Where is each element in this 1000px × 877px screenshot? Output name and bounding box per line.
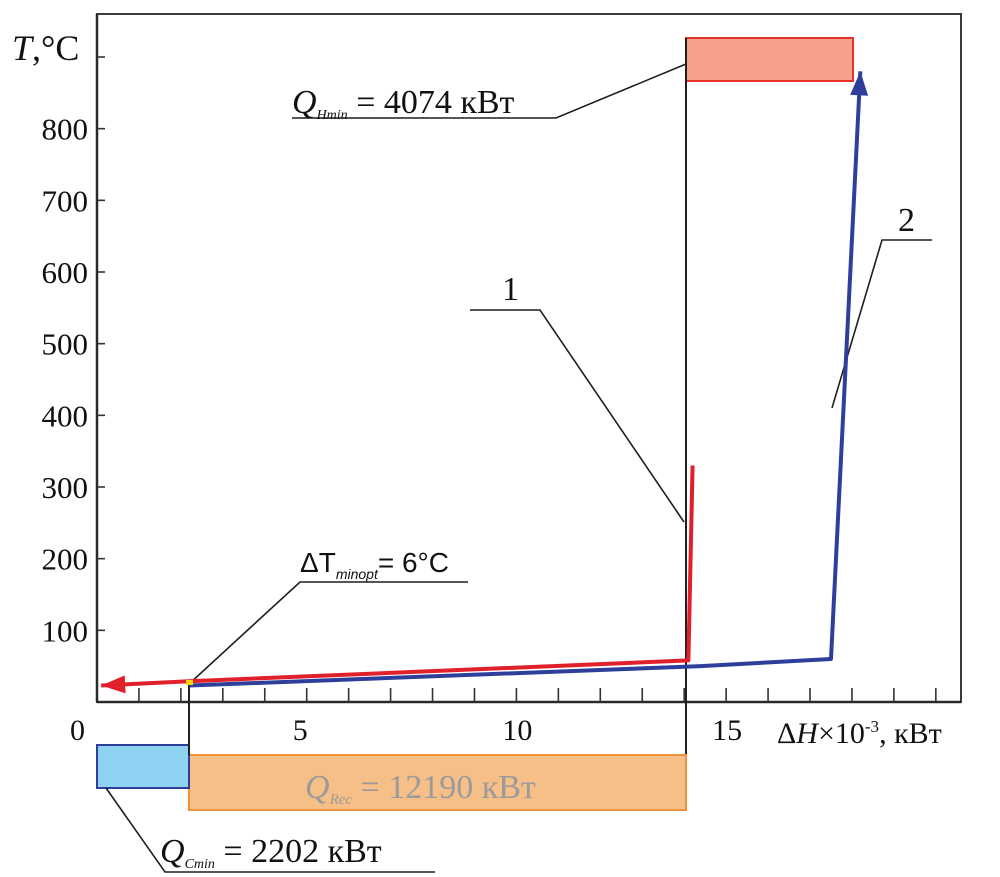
curve-1-label: 1 bbox=[502, 271, 519, 308]
curve-1-line bbox=[101, 465, 695, 688]
x-axis-title: ΔH×10-3, кВт bbox=[777, 717, 942, 750]
q-cmin-label: QCmin = 2202 кВт bbox=[160, 833, 382, 872]
y-tick-label: 700 bbox=[42, 183, 89, 218]
q-hmin-leader bbox=[292, 63, 687, 119]
x-axis-unit: , кВт bbox=[879, 717, 942, 750]
tick-marks bbox=[97, 56, 937, 702]
curve-2-line bbox=[189, 71, 863, 688]
curve-2-leader bbox=[831, 239, 932, 409]
q-hmin-box bbox=[685, 37, 854, 82]
q-cmin-leader bbox=[105, 787, 435, 873]
y-tick-label: 100 bbox=[42, 613, 89, 648]
curve-2-label: 2 bbox=[898, 202, 915, 239]
x-axis-times: ×10 bbox=[818, 717, 865, 750]
curve-2-arrowhead bbox=[850, 71, 869, 96]
x-tick-label: 10 bbox=[502, 714, 532, 747]
q-rec-label: QRec = 12190 кВт bbox=[305, 769, 536, 808]
x-tick-label: 5 bbox=[293, 714, 308, 747]
y-axis-title: T,°C bbox=[12, 28, 79, 68]
dt-min-label: ΔTminopt= 6°C bbox=[300, 547, 449, 582]
y-tick-label: 400 bbox=[42, 398, 89, 433]
y-tick-label: 800 bbox=[42, 112, 89, 147]
y-axis-unit: ,°C bbox=[32, 28, 79, 68]
dt-leader bbox=[188, 581, 468, 685]
x-axis-exp: -3 bbox=[865, 717, 879, 736]
dt-min-marker bbox=[186, 680, 193, 685]
x-tick-label: 0 bbox=[70, 714, 85, 747]
curves bbox=[101, 71, 869, 694]
y-tick-label: 300 bbox=[42, 470, 89, 505]
q-cmin-box bbox=[96, 744, 190, 789]
x-tick-label: 15 bbox=[712, 714, 742, 747]
curve-1-arrowhead bbox=[101, 675, 126, 694]
tick-labels: 0 5 10 15 100 200 300 400 500 600 700 800 bbox=[42, 112, 743, 747]
q-rec-box bbox=[188, 754, 687, 811]
y-tick-label: 200 bbox=[42, 542, 89, 577]
y-axis-var: T bbox=[12, 28, 35, 68]
y-tick-label: 500 bbox=[42, 327, 89, 362]
leader-lines bbox=[105, 63, 932, 873]
curve-1-leader bbox=[470, 309, 685, 523]
q-hmin-label: QHmin = 4074 кВт bbox=[292, 84, 515, 123]
y-tick-label: 600 bbox=[42, 255, 89, 290]
x-axis-delta: Δ bbox=[777, 717, 796, 750]
x-axis-var: H bbox=[795, 717, 820, 750]
